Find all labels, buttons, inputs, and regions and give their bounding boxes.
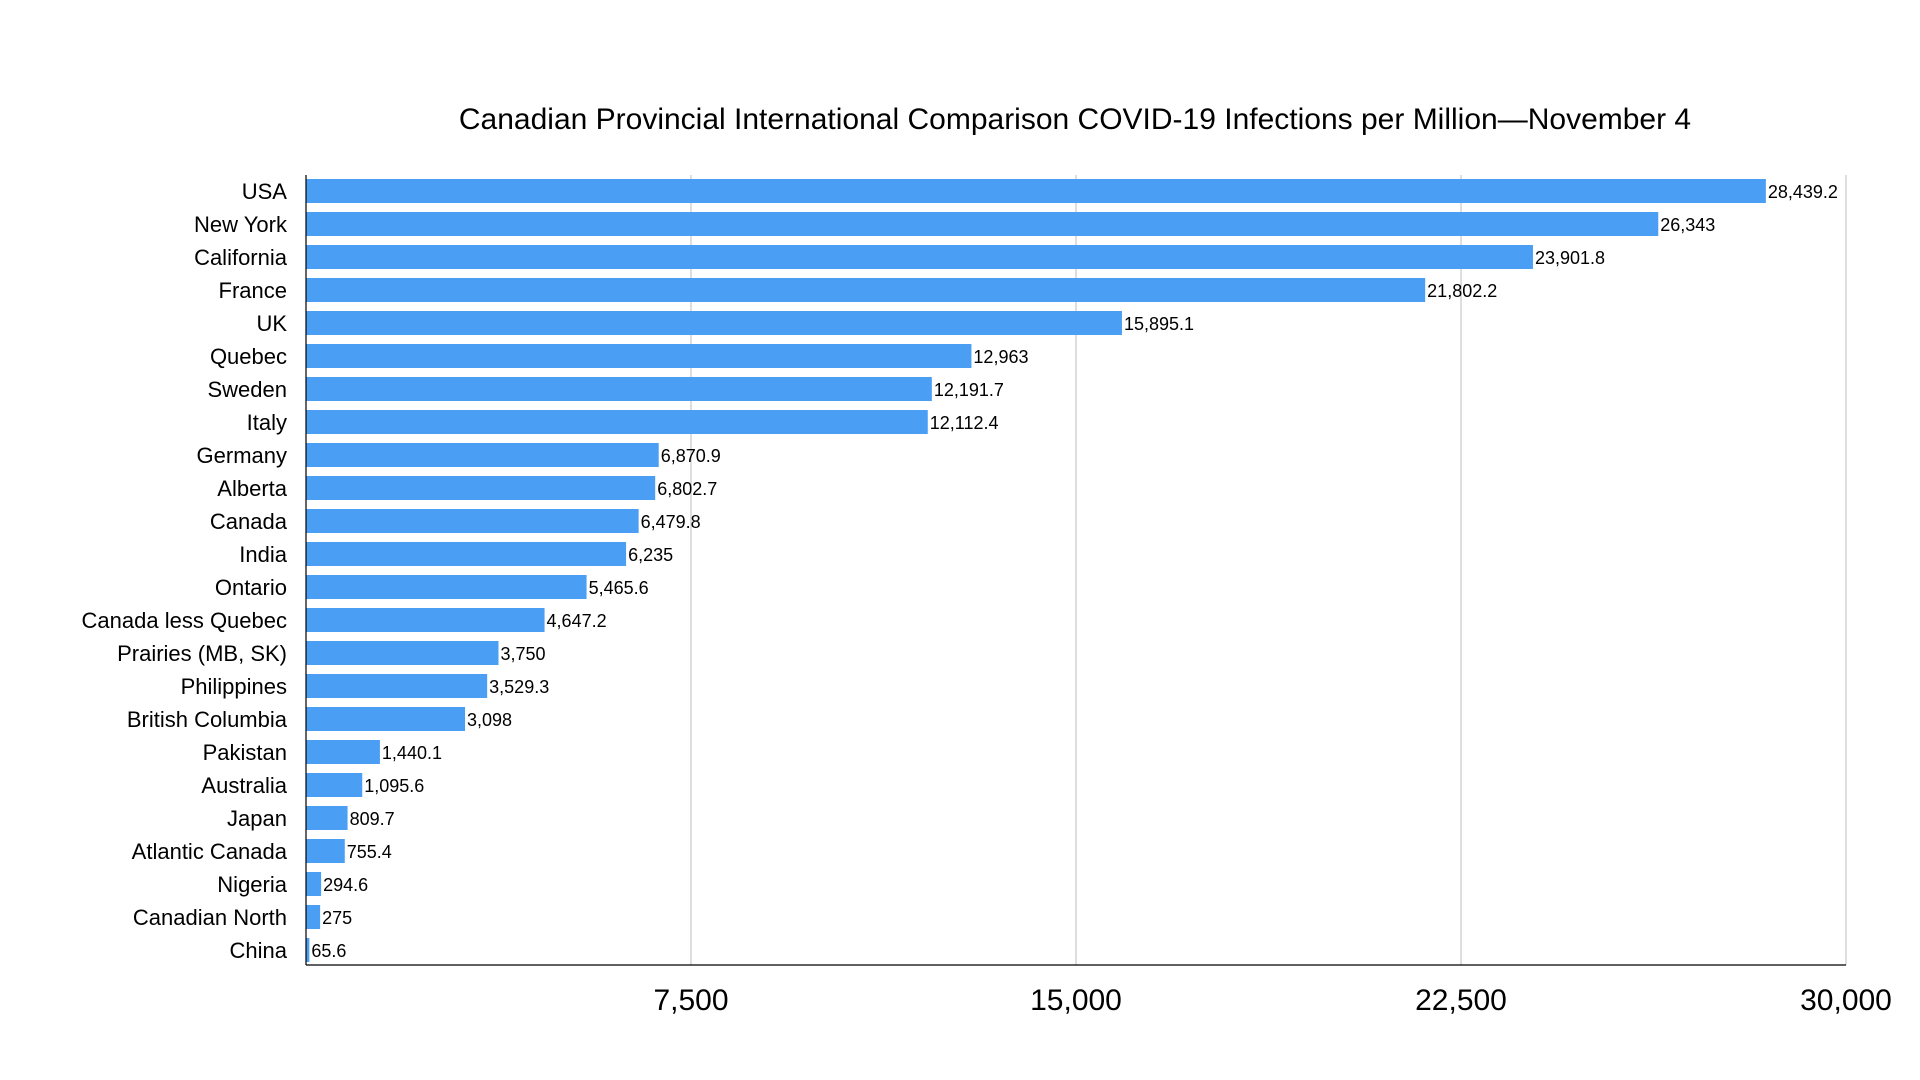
category-label: India xyxy=(239,542,287,567)
value-label: 6,870.9 xyxy=(661,446,721,466)
axes xyxy=(305,175,1846,966)
bar xyxy=(306,806,348,830)
category-labels: USA New York California France UK Quebec Swede… xyxy=(82,179,288,963)
category-label: Japan xyxy=(227,806,287,831)
category-label: Canadian North xyxy=(133,905,287,930)
bar xyxy=(306,443,659,467)
x-tick-labels: 7,500 15,000 22,500 30,000 xyxy=(653,984,1891,1017)
value-label: 6,802.7 xyxy=(657,479,717,499)
gridlines xyxy=(690,175,1847,965)
category-label: Nigeria xyxy=(217,872,287,897)
bar xyxy=(306,740,380,764)
category-label: Ontario xyxy=(215,575,287,600)
value-label: 21,802.2 xyxy=(1427,281,1497,301)
category-label: New York xyxy=(194,212,288,237)
value-label: 6,235 xyxy=(628,545,673,565)
category-label: California xyxy=(194,245,288,270)
category-label: Italy xyxy=(247,410,287,435)
bar xyxy=(306,608,545,632)
value-label: 12,112.4 xyxy=(930,413,999,433)
bar xyxy=(306,410,928,434)
bar xyxy=(306,179,1766,203)
category-label: USA xyxy=(242,179,288,204)
value-label: 5,465.6 xyxy=(589,578,649,598)
category-label: UK xyxy=(256,311,287,336)
bar xyxy=(306,872,322,896)
value-label: 26,343 xyxy=(1660,215,1715,235)
value-label: 3,098 xyxy=(467,710,512,730)
value-label: 23,901.8 xyxy=(1535,248,1605,268)
value-label: 3,529.3 xyxy=(489,677,549,697)
category-label: Canada less Quebec xyxy=(82,608,287,633)
category-label: British Columbia xyxy=(127,707,288,732)
value-label: 1,095.6 xyxy=(364,776,424,796)
value-label: 28,439.2 xyxy=(1768,182,1838,202)
bar xyxy=(306,674,488,698)
x-tick-label: 7,500 xyxy=(653,984,728,1017)
category-label: Alberta xyxy=(217,476,287,501)
value-label: 3,750 xyxy=(501,644,546,664)
category-label: Atlantic Canada xyxy=(132,839,288,864)
value-label: 6,479.8 xyxy=(641,512,701,532)
bar xyxy=(306,839,345,863)
bar xyxy=(306,641,499,665)
bar xyxy=(306,773,363,797)
chart-title: Canadian Provincial International Compar… xyxy=(459,103,1691,136)
x-tick-label: 22,500 xyxy=(1415,984,1507,1017)
bar xyxy=(306,278,1426,302)
category-label: Pakistan xyxy=(203,740,287,765)
x-tick-label: 30,000 xyxy=(1800,984,1892,1017)
x-tick-label: 15,000 xyxy=(1030,984,1122,1017)
value-label: 15,895.1 xyxy=(1124,314,1194,334)
value-label: 12,191.7 xyxy=(934,380,1004,400)
category-label: France xyxy=(219,278,287,303)
category-label: Australia xyxy=(201,773,287,798)
bar xyxy=(306,905,321,929)
bar xyxy=(306,575,587,599)
category-label: Prairies (MB, SK) xyxy=(117,641,287,666)
bar xyxy=(306,938,310,962)
bars xyxy=(306,179,1766,962)
bar xyxy=(306,542,627,566)
value-label: 1,440.1 xyxy=(382,743,442,763)
category-label: Canada xyxy=(210,509,288,534)
bar xyxy=(306,476,656,500)
bar xyxy=(306,509,639,533)
bar xyxy=(306,707,466,731)
category-label: Germany xyxy=(197,443,287,468)
category-label: Quebec xyxy=(210,344,287,369)
bar xyxy=(306,311,1122,335)
value-labels: 28,439.2 26,343 23,901.8 21,802.2 15,895.1 12… xyxy=(311,182,1838,961)
value-label: 755.4 xyxy=(347,842,392,862)
bar xyxy=(306,212,1659,236)
bar xyxy=(306,344,972,368)
value-label: 275 xyxy=(322,908,352,928)
category-label: China xyxy=(230,938,288,963)
bar xyxy=(306,245,1533,269)
value-label: 12,963 xyxy=(973,347,1028,367)
value-label: 65.6 xyxy=(311,941,346,961)
value-label: 4,647.2 xyxy=(547,611,607,631)
category-label: Sweden xyxy=(207,377,287,402)
value-label: 294.6 xyxy=(323,875,368,895)
value-label: 809.7 xyxy=(350,809,395,829)
category-label: Philippines xyxy=(181,674,287,699)
bar xyxy=(306,377,932,401)
